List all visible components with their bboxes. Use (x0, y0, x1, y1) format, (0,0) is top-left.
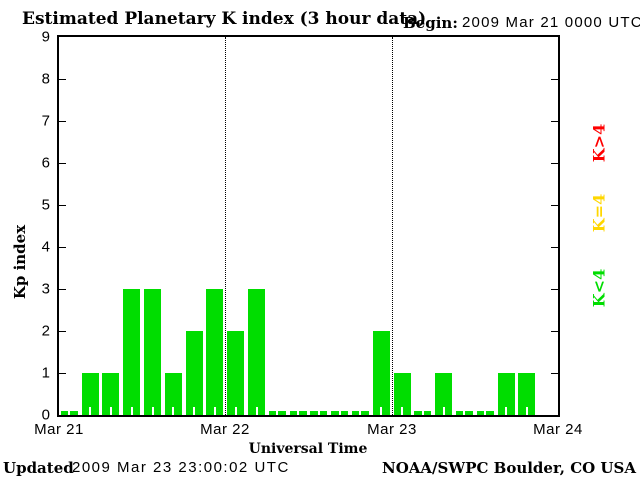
x-tick-mar21: Mar 21 (34, 421, 84, 438)
bar-base-tick (317, 411, 320, 415)
begin-timestamp: 2009 Mar 21 0000 UTC (462, 14, 640, 31)
y-tick-label: 6 (41, 154, 50, 172)
y-axis-tick (551, 163, 558, 164)
kp-bar (351, 411, 369, 415)
y-axis-tick (551, 121, 558, 122)
kp-bar (227, 331, 245, 415)
kp-bar (248, 289, 266, 415)
bar-base-tick (276, 411, 279, 415)
bar-base-tick (484, 411, 487, 415)
x-axis-title: Universal Time (248, 441, 368, 457)
kp-bar (81, 373, 99, 415)
bar-base-tick (89, 407, 92, 415)
y-tick-label: 4 (41, 238, 50, 256)
x-tick-mar24: Mar 24 (533, 421, 583, 438)
bar-base-tick (401, 407, 404, 415)
bar-base-tick (297, 411, 300, 415)
legend-k-eq-4: K=4 (589, 193, 609, 233)
kp-bar (102, 373, 120, 415)
bar-base-tick (255, 407, 258, 415)
bar-base-tick (234, 407, 237, 415)
begin-label: Begin: (403, 14, 458, 32)
bar-base-tick (505, 407, 508, 415)
kp-bar (372, 331, 390, 415)
bar-base-tick (193, 407, 196, 415)
y-axis-tick (551, 373, 558, 374)
y-axis-tick (551, 205, 558, 206)
y-tick-label: 7 (41, 112, 50, 130)
kp-bar (518, 373, 536, 415)
y-axis-tick-labels: 0 1 2 3 4 5 6 7 8 9 (0, 29, 52, 424)
y-tick-label: 9 (41, 28, 50, 46)
bar-base-tick (442, 407, 445, 415)
y-axis-tick (59, 79, 66, 80)
y-axis-tick (551, 331, 558, 332)
bar-base-tick (421, 411, 424, 415)
day-boundary-dotted-line (391, 37, 393, 415)
x-axis-tick-labels: Mar 21 Mar 22 Mar 23 Mar 24 (34, 421, 582, 439)
updated-label: Updated (3, 459, 74, 477)
x-tick-mar22: Mar 22 (200, 421, 250, 438)
credit-text: NOAA/SWPC Boulder, CO USA (381, 459, 636, 477)
day-boundary-dotted-line (225, 37, 227, 415)
kp-bar (497, 373, 515, 415)
bar-base-tick (172, 407, 175, 415)
y-axis-tick (59, 205, 66, 206)
kp-bar (455, 411, 473, 415)
bar-base-tick (68, 411, 71, 415)
bar-base-tick (525, 407, 528, 415)
y-axis-tick (59, 373, 66, 374)
y-axis-tick (551, 289, 558, 290)
bar-base-tick (463, 411, 466, 415)
y-tick-label: 1 (41, 364, 50, 382)
kp-bar (476, 411, 494, 415)
y-axis-tick (59, 163, 66, 164)
kp-bar (185, 331, 203, 415)
bar-base-tick (130, 407, 133, 415)
legend-k-gt-4: K>4 (589, 123, 609, 163)
kp-bar (206, 289, 224, 415)
updated-timestamp: 2009 Mar 23 23:00:02 UTC (72, 459, 290, 476)
y-tick-label: 8 (41, 70, 50, 88)
kp-bar (435, 373, 453, 415)
y-tick-label: 0 (41, 406, 50, 424)
bar-base-tick (359, 411, 362, 415)
y-axis-tick (59, 289, 66, 290)
y-axis-title: Kp index (11, 224, 29, 300)
kp-bar (393, 373, 411, 415)
kp-bar (268, 411, 286, 415)
y-axis-tick (551, 79, 558, 80)
bar-base-tick (338, 411, 341, 415)
y-axis-tick (59, 331, 66, 332)
bar-base-tick (380, 407, 383, 415)
y-axis-tick (551, 247, 558, 248)
kp-bar (123, 289, 141, 415)
y-axis-tick (59, 121, 66, 122)
plot-area (57, 35, 560, 417)
bar-base-tick (109, 407, 112, 415)
kp-bar (289, 411, 307, 415)
kp-bar (164, 373, 182, 415)
bar-base-tick (213, 407, 216, 415)
y-tick-label: 3 (41, 280, 50, 298)
chart-title: Estimated Planetary K index (3 hour data… (22, 9, 427, 29)
y-axis-tick (59, 247, 66, 248)
kp-bar (144, 289, 162, 415)
y-tick-label: 2 (41, 322, 50, 340)
kp-bar (331, 411, 349, 415)
kp-bar (310, 411, 328, 415)
kp-bar (414, 411, 432, 415)
legend-k-lt-4: K<4 (589, 268, 609, 308)
bar-base-tick (151, 407, 154, 415)
x-tick-mar23: Mar 23 (367, 421, 417, 438)
y-tick-label: 5 (41, 196, 50, 214)
kp-bar (60, 411, 78, 415)
